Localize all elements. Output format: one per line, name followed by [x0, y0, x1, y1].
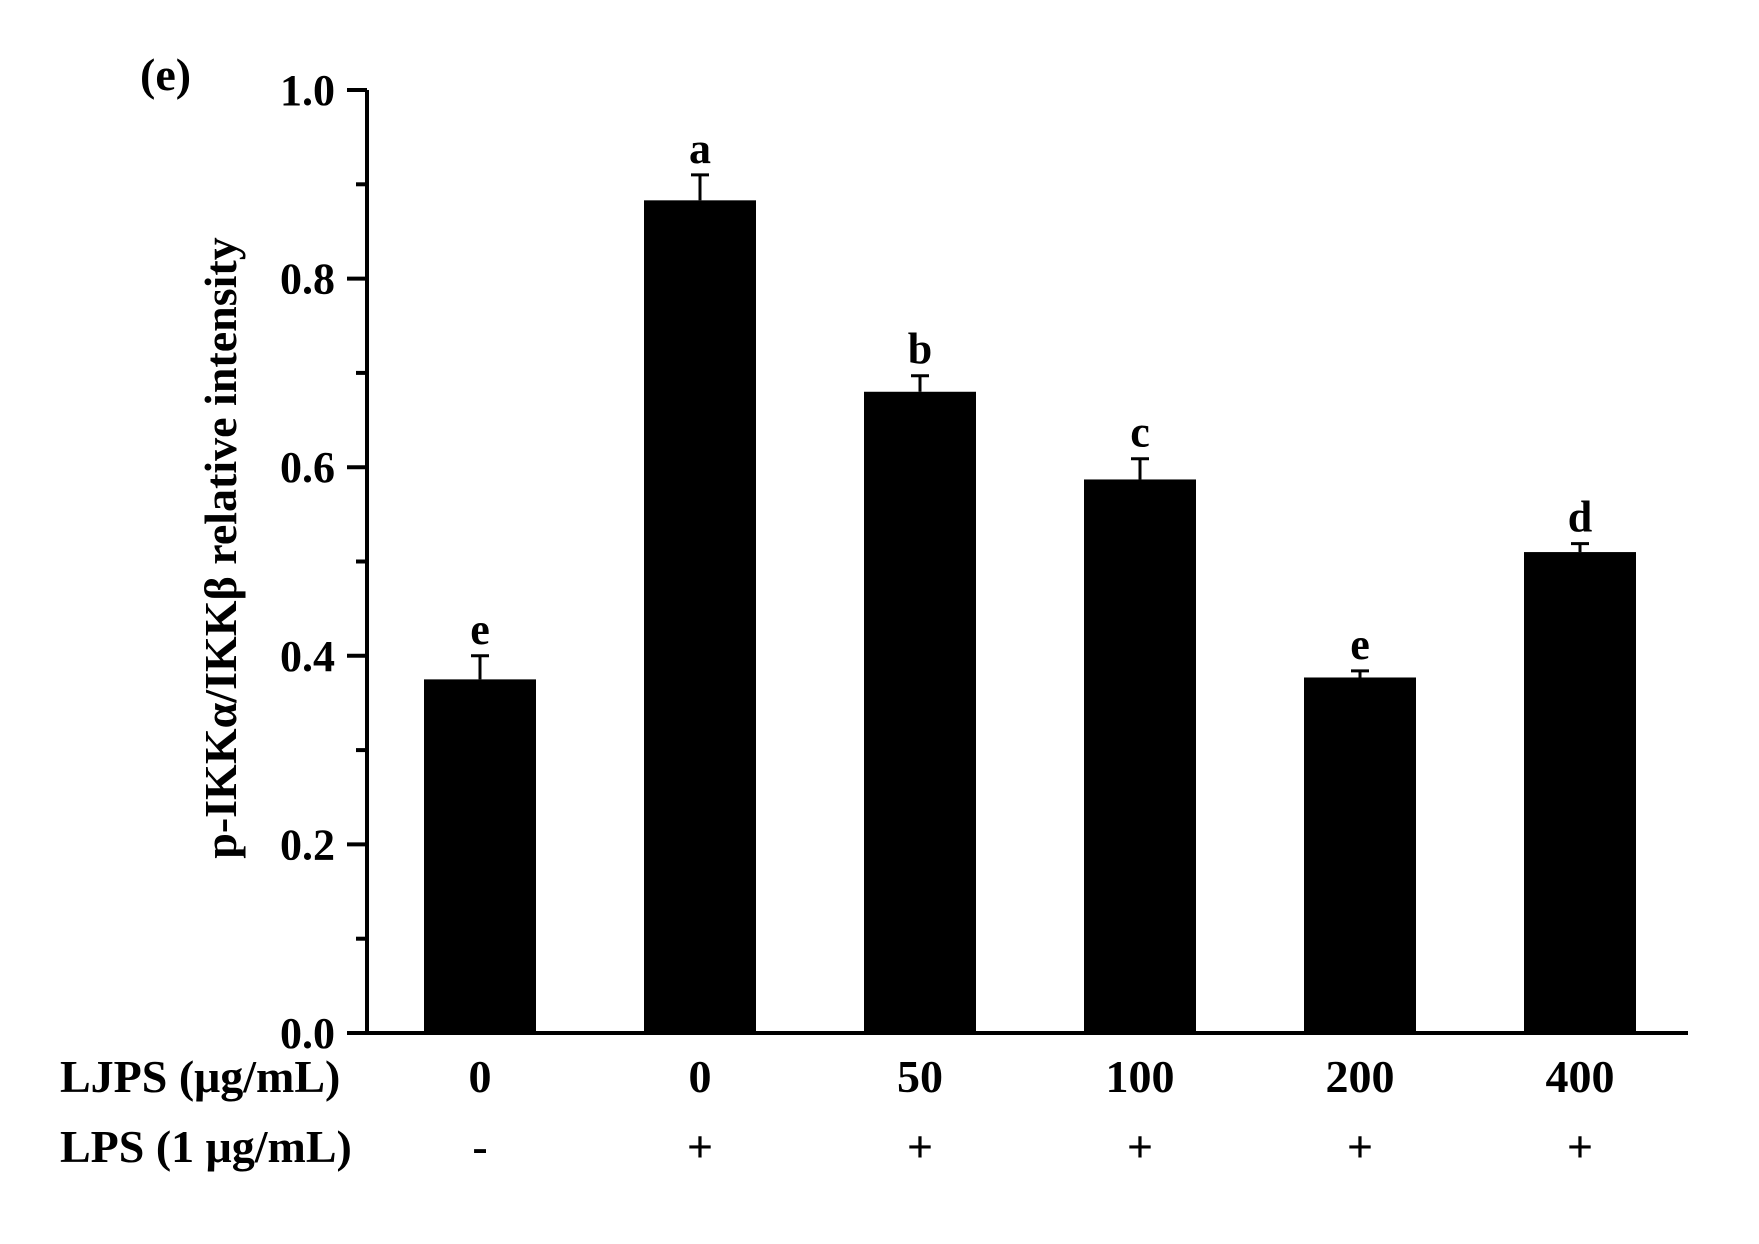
- treatment-row-label: LJPS (μg/mL): [60, 1051, 340, 1102]
- bar: [424, 679, 536, 1033]
- x-tick-label: 100: [1106, 1051, 1175, 1102]
- axes: 0.0 0.2 0.4 0.6 0.8 1.0: [280, 66, 1688, 1058]
- y-tick-label: 0.0: [280, 1009, 335, 1058]
- bar: [864, 391, 976, 1033]
- significance-letter: e: [1350, 620, 1370, 669]
- significance-letter: c: [1130, 408, 1150, 457]
- treatment-row-label: LPS (1 μg/mL): [60, 1121, 352, 1172]
- lps-treatment-mark: +: [687, 1121, 713, 1172]
- significance-letter: d: [1568, 493, 1592, 542]
- bar: [1524, 552, 1636, 1033]
- y-tick-label: 0.8: [280, 255, 335, 304]
- x-tick-label: 200: [1326, 1051, 1395, 1102]
- bar: [1304, 677, 1416, 1033]
- lps-treatment-mark: -: [472, 1121, 487, 1172]
- panel-label: (e): [140, 49, 191, 100]
- y-tick-label: 0.6: [280, 443, 335, 492]
- lps-treatment-mark: +: [1347, 1121, 1373, 1172]
- y-tick-label: 0.2: [280, 820, 335, 869]
- treatment-rows: LJPS (μg/mL) 0 0 50 100 200 400 LPS (1 μg/mL) - +…: [60, 1051, 1615, 1172]
- significance-letter: e: [470, 605, 490, 654]
- lps-treatment-mark: +: [1127, 1121, 1153, 1172]
- x-tick-label: 400: [1546, 1051, 1615, 1102]
- lps-treatment-mark: +: [907, 1121, 933, 1172]
- bar: [644, 200, 756, 1033]
- y-tick-label: 1.0: [280, 66, 335, 115]
- x-tick-label: 50: [897, 1051, 943, 1102]
- significance-letter: a: [689, 124, 711, 173]
- lps-treatment-mark: +: [1567, 1121, 1593, 1172]
- x-tick-label: 0: [469, 1051, 492, 1102]
- bar: [1084, 479, 1196, 1034]
- significance-letter: b: [908, 325, 932, 374]
- bars: [424, 173, 1636, 1034]
- significance-letters: e a b c e d: [470, 124, 1592, 669]
- y-tick-label: 0.4: [280, 632, 335, 681]
- x-tick-label: 0: [689, 1051, 712, 1102]
- y-axis-label: p-IKKα/IKKβ relative intensity: [195, 237, 246, 859]
